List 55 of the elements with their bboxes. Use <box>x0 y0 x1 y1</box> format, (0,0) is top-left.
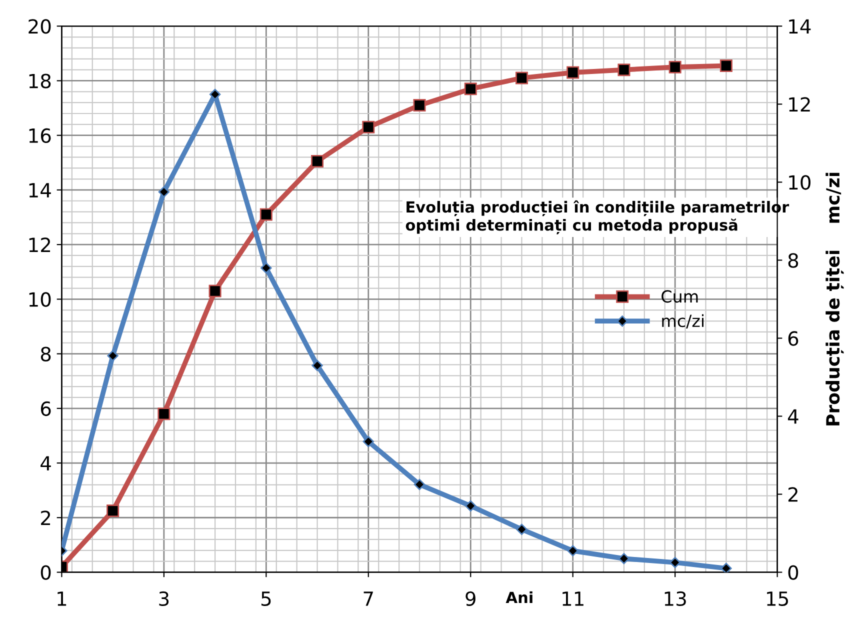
y-tick-label: 20 <box>28 19 51 34</box>
point <box>515 72 528 84</box>
point <box>107 350 118 362</box>
x-tick-label: 11 <box>562 592 584 606</box>
point <box>720 562 732 572</box>
y2-axis-title: Producția de țiței mc/zi <box>826 172 844 426</box>
point <box>312 360 323 372</box>
point <box>413 99 426 112</box>
x-tick-label: 13 <box>664 591 686 606</box>
y-tick-label: 16 <box>29 128 51 144</box>
y-tick-label: 10 <box>29 292 51 307</box>
x-tick-label: 9 <box>466 591 476 606</box>
y2-tick-label: 0 <box>788 565 798 580</box>
point <box>668 60 682 74</box>
legend-label: Cum <box>662 290 698 303</box>
point <box>516 524 528 535</box>
point <box>464 82 477 96</box>
point <box>465 500 476 512</box>
x-tick-label: 7 <box>364 592 373 606</box>
point <box>209 88 221 100</box>
point <box>618 64 630 76</box>
point <box>414 478 426 490</box>
y-tick-label: 14 <box>29 183 51 198</box>
point <box>566 66 580 79</box>
x-tick-label: 3 <box>159 591 169 606</box>
y-tick-label: 6 <box>40 401 51 416</box>
point <box>260 208 272 221</box>
y2-tick-label: 8 <box>788 253 798 268</box>
point <box>362 120 375 134</box>
y-tick-label: 8 <box>40 346 51 362</box>
y2-tick-label: 14 <box>789 19 811 34</box>
x-axis-title: Ani <box>506 591 532 603</box>
y-tick-label: 4 <box>40 456 51 470</box>
y2-tick-label: 2 <box>788 487 798 502</box>
point <box>720 59 732 72</box>
y-tick-label: 12 <box>29 238 50 252</box>
point <box>208 284 222 298</box>
y-tick-label: 0 <box>40 565 51 580</box>
y2-tick-label: 12 <box>789 97 810 112</box>
x-tick-label: 1 <box>58 592 66 606</box>
point <box>158 186 170 198</box>
legend-label: mc/zi <box>662 314 704 328</box>
y2-tick-label: 10 <box>789 175 810 190</box>
point <box>106 504 120 518</box>
point <box>311 155 324 168</box>
y2-tick-label: 4 <box>788 409 798 424</box>
x-tick-label: 15 <box>767 592 788 606</box>
point <box>567 545 578 556</box>
y-tick-label: 2 <box>41 510 50 526</box>
x-tick-label: 5 <box>261 592 271 606</box>
point <box>260 262 272 274</box>
y2-tick-label: 6 <box>788 331 798 346</box>
point <box>158 408 170 420</box>
y-tick-label: 18 <box>29 74 51 88</box>
point <box>362 436 374 448</box>
